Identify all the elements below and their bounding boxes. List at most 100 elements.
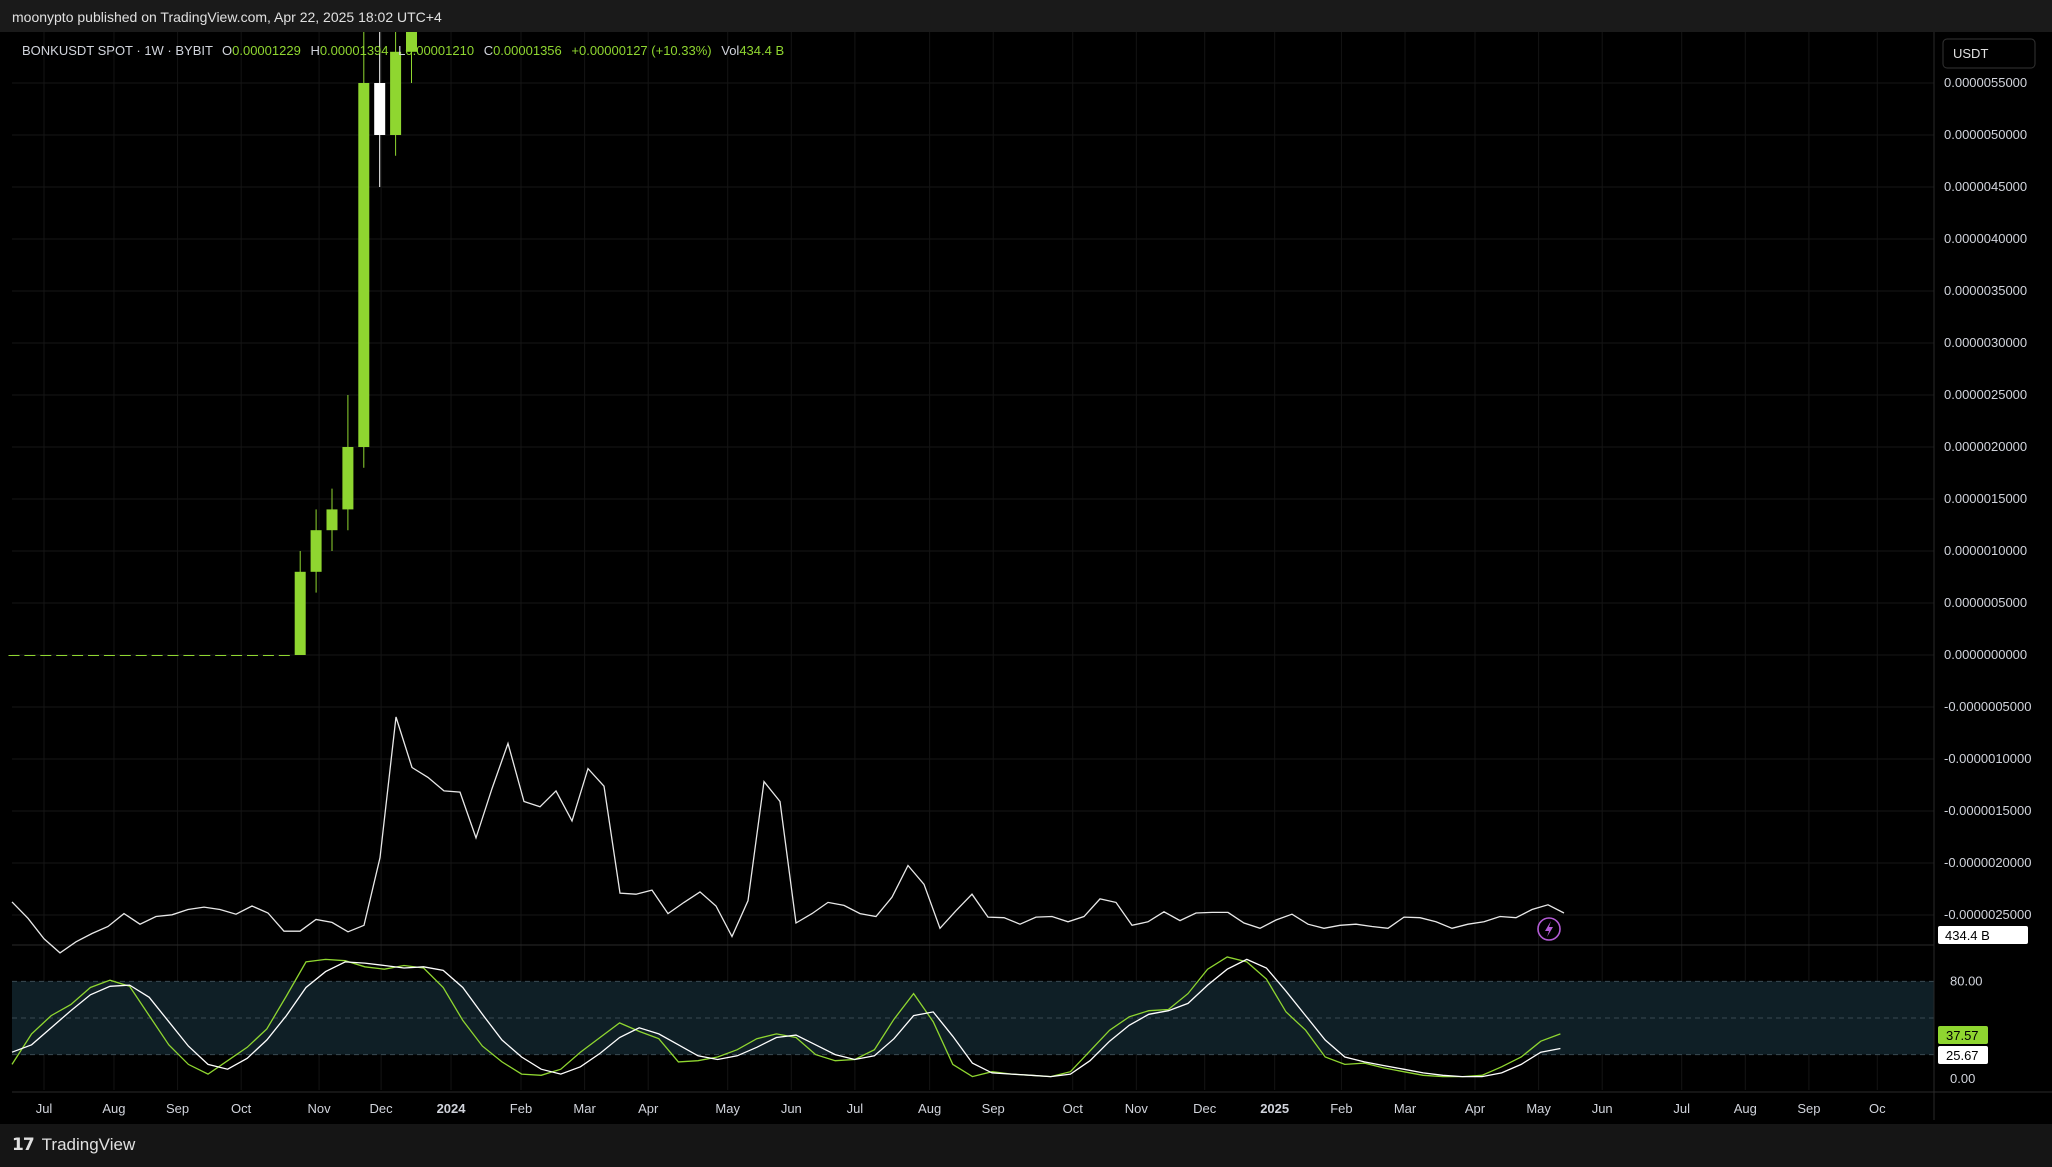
legend-open: 0.00001229 bbox=[232, 43, 301, 58]
time-tick-label: Nov bbox=[308, 1101, 332, 1116]
price-axis[interactable]: 0.0000055000 0.0000050000 0.0000045000 0.00… bbox=[1933, 32, 2052, 1124]
price-tick-label: 0.0000035000 bbox=[1944, 283, 2027, 298]
legend-vol: 434.4 B bbox=[739, 43, 784, 58]
time-tick-label: Apr bbox=[1465, 1101, 1486, 1116]
candle-body bbox=[278, 655, 290, 656]
volume-badge bbox=[1938, 926, 2028, 944]
legend-open-label: O bbox=[222, 43, 232, 58]
currency-button[interactable]: USDT bbox=[1942, 38, 2036, 69]
price-tick-label: -0.0000025000 bbox=[1944, 907, 2031, 922]
time-tick-label: Dec bbox=[370, 1101, 394, 1116]
legend-change: +0.00000127 (+10.33%) bbox=[571, 43, 711, 58]
candle-body bbox=[24, 655, 36, 656]
time-tick-label: Jul bbox=[36, 1101, 53, 1116]
candle-body bbox=[135, 655, 147, 656]
time-tick-label: Jun bbox=[781, 1101, 802, 1116]
stoch-band bbox=[12, 981, 1934, 1055]
chart-area[interactable]: 0.0000055000 0.0000050000 0.0000045000 0.00… bbox=[0, 0, 2052, 1124]
price-tick-label: 0.0000045000 bbox=[1944, 179, 2027, 194]
currency-button-label[interactable]: USDT bbox=[1953, 46, 1988, 61]
candle-body bbox=[151, 655, 163, 656]
time-tick-label: Nov bbox=[1125, 1101, 1149, 1116]
price-tick-label: 0.0000020000 bbox=[1944, 439, 2027, 454]
legend-symbol: BONKUSDT SPOT · 1W · BYBIT bbox=[22, 43, 213, 58]
volume-line bbox=[11, 716, 1565, 954]
publish-header: moonypto published on TradingView.com, A… bbox=[0, 0, 2052, 32]
stoch-badge bbox=[1938, 1046, 1988, 1064]
candle-body bbox=[56, 655, 68, 656]
candle-body bbox=[40, 655, 52, 656]
candle-body bbox=[167, 655, 179, 656]
candle-body bbox=[262, 655, 274, 656]
time-tick-label: Apr bbox=[638, 1101, 659, 1116]
time-tick-label: May bbox=[715, 1101, 740, 1116]
legend-high-label: H bbox=[310, 43, 319, 58]
axis-bg bbox=[1934, 32, 2052, 1124]
candle-body bbox=[358, 83, 370, 447]
price-tick-label: 0.0000000000 bbox=[1944, 647, 2027, 662]
candle-body bbox=[183, 655, 195, 656]
legend-close: 0.00001356 bbox=[493, 43, 562, 58]
price-tick-label: -0.0000010000 bbox=[1944, 751, 2031, 766]
candlestick-series bbox=[8, 0, 417, 656]
lightning-icon-ring[interactable] bbox=[1537, 917, 1561, 941]
time-tick-label: Mar bbox=[573, 1101, 596, 1116]
volume-indicator-pane bbox=[11, 716, 1565, 954]
candle-body bbox=[247, 655, 258, 656]
price-tick-label: 0.0000010000 bbox=[1944, 543, 2027, 558]
tradingview-logo[interactable]: 17 TradingView bbox=[12, 1135, 135, 1155]
chart-canvas[interactable]: 0.0000055000 0.0000050000 0.0000045000 0.00… bbox=[0, 0, 2052, 1124]
currency-button-bg[interactable] bbox=[1942, 38, 2036, 69]
time-tick-label: Oct bbox=[231, 1101, 252, 1116]
price-tick-label: 0.0000025000 bbox=[1944, 387, 2027, 402]
price-tick-label: 0.0000030000 bbox=[1944, 335, 2027, 350]
time-tick-label: Aug bbox=[1734, 1101, 1757, 1116]
time-tick-label: Sep bbox=[982, 1101, 1005, 1116]
legend-close-label: C bbox=[484, 43, 493, 58]
time-tick-label: Jun bbox=[1592, 1101, 1613, 1116]
price-tick-label: -0.0000020000 bbox=[1944, 855, 2031, 870]
time-tick-label: Aug bbox=[918, 1101, 941, 1116]
candle-body bbox=[294, 571, 306, 655]
legend-vol-label: Vol bbox=[721, 43, 739, 58]
time-tick-label: Jul bbox=[847, 1101, 864, 1116]
stoch-d-line bbox=[11, 958, 1561, 1078]
candle-body bbox=[310, 530, 322, 572]
price-tick-label: 0.0000015000 bbox=[1944, 491, 2027, 506]
price-tick-label: -0.0000015000 bbox=[1944, 803, 2031, 818]
time-tick-label: Sep bbox=[166, 1101, 189, 1116]
stoch-badge bbox=[1938, 1026, 1988, 1044]
candle-body bbox=[390, 51, 402, 135]
candle-body bbox=[215, 655, 227, 656]
tradingview-brand: TradingView bbox=[41, 1135, 136, 1154]
time-tick-label: Sep bbox=[1797, 1101, 1820, 1116]
time-tick-label: Jul bbox=[1673, 1101, 1690, 1116]
stoch-tick-label: 0.00 bbox=[1950, 1071, 1975, 1086]
candle-body bbox=[199, 655, 211, 656]
alert-lightning-icon[interactable] bbox=[1537, 917, 1561, 941]
candle-body bbox=[8, 655, 20, 656]
legend-low-label: L bbox=[398, 43, 405, 58]
time-axis[interactable]: Jul Aug Sep Oct Nov Dec 2024 Feb Mar Apr May Jun Jul… bbox=[12, 1091, 2052, 1116]
time-tick-label: Oc bbox=[1869, 1101, 1886, 1116]
stoch-badge-label: 25.67 bbox=[1946, 1048, 1979, 1063]
legend-low: 0.00001210 bbox=[405, 43, 474, 58]
tradingview-logo-icon: 17 bbox=[12, 1135, 35, 1155]
publisher-text: moonypto published on TradingView.com, A… bbox=[12, 9, 442, 25]
stoch-badge-label: 37.57 bbox=[1946, 1028, 1979, 1043]
stochastic-rsi-pane bbox=[11, 956, 1934, 1078]
candle-body bbox=[88, 655, 99, 656]
candle-body bbox=[326, 509, 338, 531]
candle-body bbox=[103, 655, 115, 656]
candle-body bbox=[374, 83, 386, 135]
time-tick-label: Aug bbox=[102, 1101, 125, 1116]
lightning-icon[interactable] bbox=[1545, 921, 1553, 937]
candle-body bbox=[231, 655, 243, 656]
time-tick-label: 2024 bbox=[437, 1101, 467, 1116]
time-tick-label: 2025 bbox=[1260, 1101, 1289, 1116]
time-tick-label: Oct bbox=[1063, 1101, 1084, 1116]
candle-body bbox=[342, 447, 354, 510]
legend-ohlc: O0.00001229 H0.00001394 L0.00001210 C0.0… bbox=[222, 43, 784, 58]
time-tick-label: Dec bbox=[1193, 1101, 1217, 1116]
legend-high: 0.00001394 bbox=[320, 43, 389, 58]
